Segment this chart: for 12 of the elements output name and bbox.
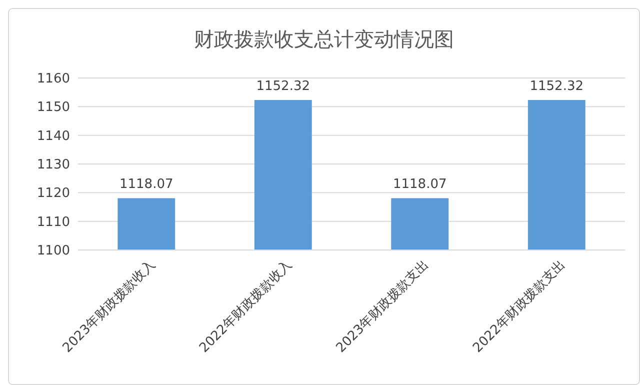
- data-label: 1118.07: [392, 177, 447, 192]
- y-tick-label: 1100: [36, 244, 70, 259]
- y-tick-label: 1140: [36, 128, 70, 144]
- y-tick-label: 1130: [36, 158, 70, 173]
- chart-title: 财政拨款收支总计变动情况图: [194, 27, 454, 51]
- y-tick-label: 1160: [36, 72, 70, 87]
- y-tick-label: 1110: [36, 214, 70, 230]
- y-tick-label: 1150: [36, 100, 70, 116]
- y-tick-label: 1120: [36, 186, 70, 202]
- data-label: 1118.07: [119, 177, 174, 192]
- data-label: 1152.32: [256, 79, 310, 94]
- data-label: 1152.32: [530, 79, 584, 94]
